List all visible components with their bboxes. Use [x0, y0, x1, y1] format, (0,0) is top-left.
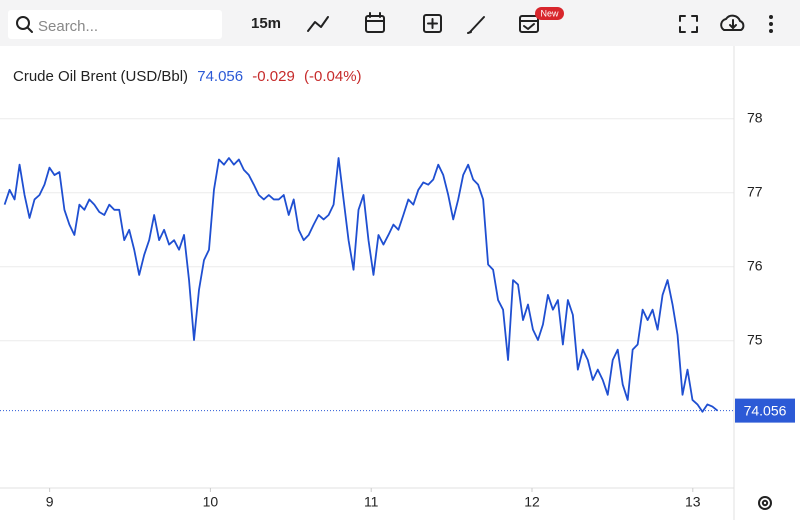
x-tick-label: 11	[364, 494, 379, 510]
x-tick-label: 10	[203, 494, 219, 510]
settings-icon[interactable]	[758, 496, 772, 510]
new-badge	[535, 7, 564, 20]
search-icon	[16, 16, 30, 30]
more-menu-icon[interactable]	[769, 15, 773, 33]
price-change-percent: (-0.04%)	[304, 68, 362, 85]
price-line	[3, 157, 718, 413]
chart-title: Crude Oil Brent (USD/Bbl)	[13, 68, 188, 85]
interval-button[interactable]: 15m	[251, 15, 281, 32]
new-badge-label: New	[540, 8, 559, 18]
y-tick-label: 76	[747, 257, 763, 273]
search-icon-handle	[26, 26, 33, 33]
x-tick-label: 12	[524, 494, 540, 510]
chart-type-icon[interactable]	[307, 16, 329, 32]
calendar-icon[interactable]	[365, 12, 385, 33]
x-tick-label: 13	[685, 494, 701, 510]
last-price: 74.056	[197, 68, 243, 85]
search-placeholder: Search...	[38, 18, 98, 35]
last-price-label: 74.056	[744, 402, 787, 418]
last-price-box	[735, 398, 795, 423]
chart-header: Crude Oil Brent (USD/Bbl) 74.056 -0.029 …	[13, 68, 362, 85]
grid	[0, 118, 734, 342]
y-tick-label: 75	[747, 331, 763, 347]
draw-icon[interactable]	[467, 16, 485, 34]
download-icon[interactable]	[720, 14, 745, 31]
price-change: -0.029	[252, 68, 295, 85]
events-icon[interactable]	[519, 15, 539, 33]
search-box[interactable]	[8, 10, 222, 39]
y-tick-label: 77	[747, 183, 763, 199]
add-indicator-icon[interactable]	[423, 14, 442, 33]
x-tick-label: 9	[46, 494, 54, 510]
fullscreen-icon[interactable]	[679, 15, 698, 33]
y-tick-label: 78	[747, 110, 763, 126]
